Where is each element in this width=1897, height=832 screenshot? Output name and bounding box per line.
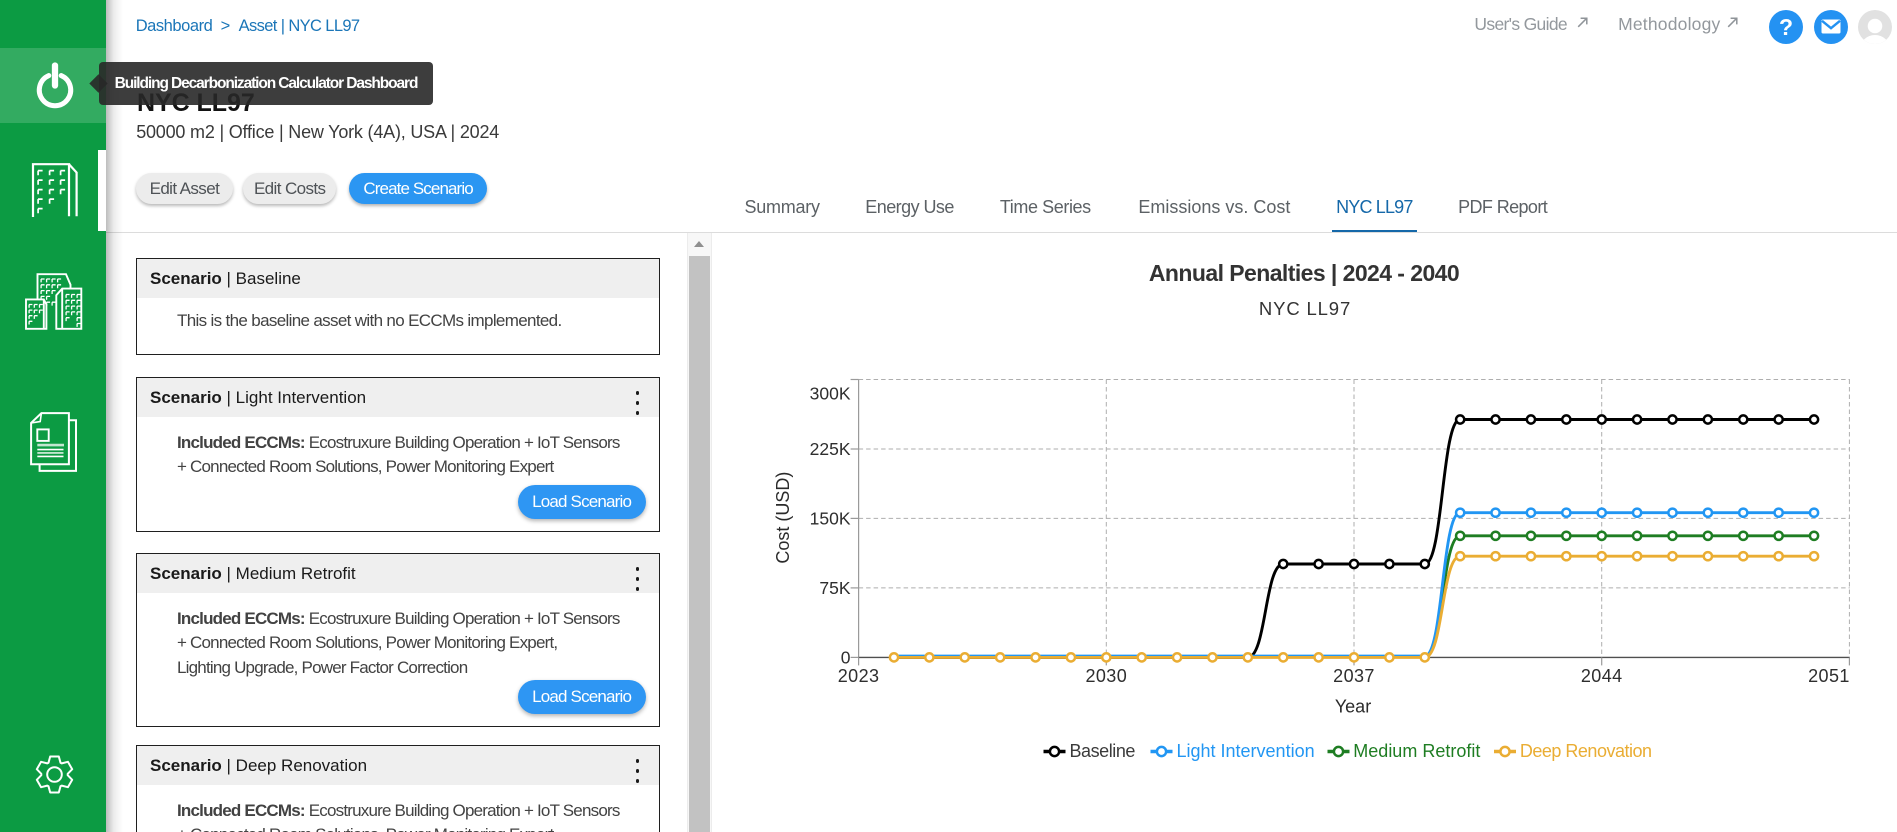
svg-text:Baseline: Baseline: [1070, 741, 1136, 761]
svg-text:2030: 2030: [1085, 666, 1127, 686]
svg-text:Light Intervention: Light Intervention: [1177, 741, 1315, 761]
svg-text:Medium Retrofit: Medium Retrofit: [1353, 741, 1480, 761]
svg-text:2051: 2051: [1808, 666, 1850, 686]
svg-text:150K: 150K: [810, 508, 851, 528]
svg-text:0: 0: [841, 647, 851, 667]
svg-text:Annual Penalties | 2024 - 2040: Annual Penalties | 2024 - 2040: [1149, 260, 1459, 286]
svg-text:Deep Renovation: Deep Renovation: [1520, 741, 1652, 761]
svg-text:225K: 225K: [810, 439, 851, 459]
svg-text:NYC LL97: NYC LL97: [1259, 298, 1351, 319]
svg-text:2044: 2044: [1581, 666, 1623, 686]
svg-text:300K: 300K: [810, 384, 851, 404]
svg-text:2023: 2023: [838, 666, 880, 686]
svg-text:Year: Year: [1335, 697, 1371, 717]
svg-text:75K: 75K: [819, 578, 850, 598]
svg-text:2037: 2037: [1333, 666, 1375, 686]
svg-text:Cost (USD): Cost (USD): [773, 472, 793, 564]
